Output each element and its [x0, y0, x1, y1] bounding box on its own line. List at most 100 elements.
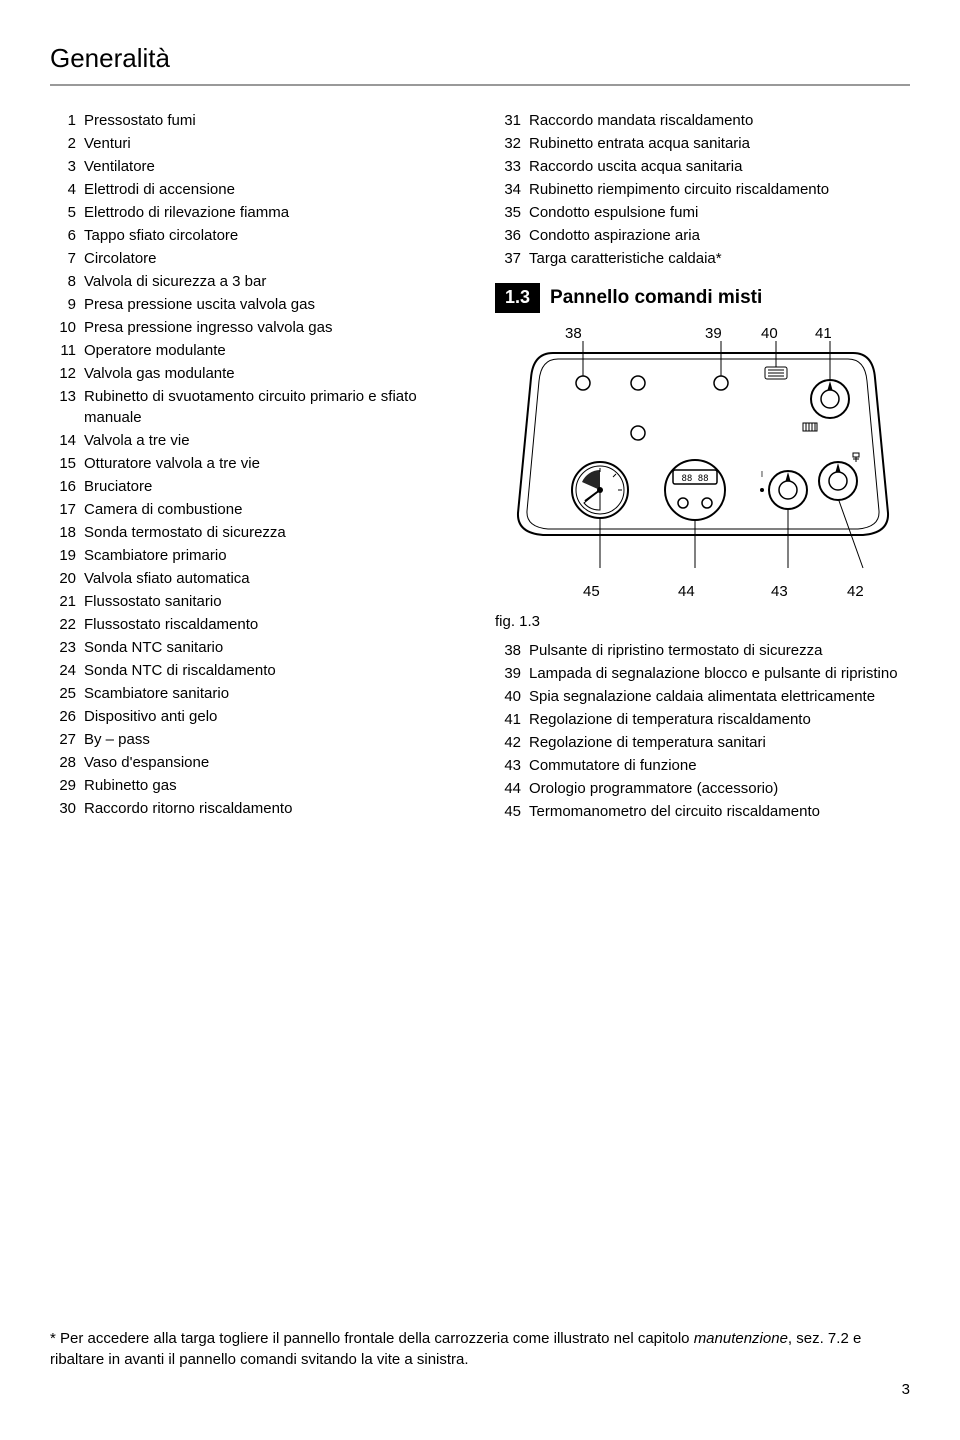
list-item-number: 39 — [495, 663, 529, 684]
list-item-number: 23 — [50, 637, 84, 658]
list-item-number: 26 — [50, 706, 84, 727]
list-item: 14Valvola a tre vie — [50, 430, 465, 451]
list-item: 8Valvola di sicurezza a 3 bar — [50, 271, 465, 292]
list-item-text: Orologio programmatore (accessorio) — [529, 778, 910, 799]
list-item-text: Rubinetto entrata acqua sanitaria — [529, 133, 910, 154]
list-item-text: Scambiatore primario — [84, 545, 465, 566]
list-item: 29Rubinetto gas — [50, 775, 465, 796]
callout-43: 43 — [771, 581, 788, 602]
list-item-text: Vaso d'espansione — [84, 752, 465, 773]
list-item: 39Lampada di segnalazione blocco e pulsa… — [495, 663, 910, 684]
section-title: Pannello comandi misti — [550, 285, 762, 312]
knob-42-icon — [819, 462, 857, 500]
list-item-text: Circolatore — [84, 248, 465, 269]
list-item: 28Vaso d'espansione — [50, 752, 465, 773]
list-item-number: 41 — [495, 709, 529, 730]
list-item-number: 31 — [495, 110, 529, 131]
svg-text:I: I — [760, 470, 762, 479]
list-item-text: Bruciatore — [84, 476, 465, 497]
list-item-number: 38 — [495, 640, 529, 661]
list-item-text: Pressostato fumi — [84, 110, 465, 131]
page-number: 3 — [902, 1379, 910, 1400]
content-columns: 1Pressostato fumi2Venturi3Ventilatore4El… — [50, 110, 910, 823]
list-item-number: 4 — [50, 179, 84, 200]
list-item-text: Valvola gas modulante — [84, 363, 465, 384]
callout-39: 39 — [705, 323, 722, 344]
list-item-text: Lampada di segnalazione blocco e pulsant… — [529, 663, 910, 684]
list-item-text: Raccordo ritorno riscaldamento — [84, 798, 465, 819]
callout-38: 38 — [565, 323, 582, 344]
list-item-number: 30 — [50, 798, 84, 819]
list-item: 31Raccordo mandata riscaldamento — [495, 110, 910, 131]
list-item: 45Termomanometro del circuito riscaldame… — [495, 801, 910, 822]
list-item-number: 28 — [50, 752, 84, 773]
list-item-number: 15 — [50, 453, 84, 474]
panel-svg: 88 88 I — [503, 323, 903, 573]
knob-43-icon: I — [760, 470, 807, 509]
list-item-number: 43 — [495, 755, 529, 776]
list-item-number: 24 — [50, 660, 84, 681]
list-item: 33Raccordo uscita acqua sanitaria — [495, 156, 910, 177]
list-item-number: 8 — [50, 271, 84, 292]
list-item: 4Elettrodi di accensione — [50, 179, 465, 200]
list-item-text: Condotto espulsione fumi — [529, 202, 910, 223]
list-item-number: 25 — [50, 683, 84, 704]
list-item-text: Camera di combustione — [84, 499, 465, 520]
radiator-icon — [803, 423, 817, 431]
list-item-number: 14 — [50, 430, 84, 451]
list-item: 5Elettrodo di rilevazione fiamma — [50, 202, 465, 223]
list-item: 24Sonda NTC di riscaldamento — [50, 660, 465, 681]
list-item: 13Rubinetto di svuotamento circuito prim… — [50, 386, 465, 428]
list-item-number: 12 — [50, 363, 84, 384]
list-item: 23Sonda NTC sanitario — [50, 637, 465, 658]
list-item-number: 37 — [495, 248, 529, 269]
list-item-text: Sonda NTC di riscaldamento — [84, 660, 465, 681]
list-item-text: Scambiatore sanitario — [84, 683, 465, 704]
svg-text:88 88: 88 88 — [681, 474, 708, 484]
list-item: 7Circolatore — [50, 248, 465, 269]
list-item: 38Pulsante di ripristino termostato di s… — [495, 640, 910, 661]
list-item-text: Flussostato sanitario — [84, 591, 465, 612]
list-item-text: Rubinetto gas — [84, 775, 465, 796]
list-item: 37Targa caratteristiche caldaia* — [495, 248, 910, 269]
figure-caption: fig. 1.3 — [495, 611, 910, 632]
list-item-text: Valvola a tre vie — [84, 430, 465, 451]
list-item: 34Rubinetto riempimento circuito riscald… — [495, 179, 910, 200]
list-item: 19Scambiatore primario — [50, 545, 465, 566]
list-item: 44Orologio programmatore (accessorio) — [495, 778, 910, 799]
list-item: 22Flussostato riscaldamento — [50, 614, 465, 635]
list-item-text: Tappo sfiato circolatore — [84, 225, 465, 246]
list-item-text: Sonda termostato di sicurezza — [84, 522, 465, 543]
list-item: 36Condotto aspirazione aria — [495, 225, 910, 246]
list-item-number: 45 — [495, 801, 529, 822]
list-item-text: Dispositivo anti gelo — [84, 706, 465, 727]
list-item: 27By – pass — [50, 729, 465, 750]
right-column: 31Raccordo mandata riscaldamento32Rubine… — [495, 110, 910, 823]
section-number-box: 1.3 — [495, 283, 540, 312]
list-item: 30Raccordo ritorno riscaldamento — [50, 798, 465, 819]
footnote-text-a: * Per accedere alla targa togliere il pa… — [50, 1330, 694, 1347]
list-item: 12Valvola gas modulante — [50, 363, 465, 384]
list-item: 41Regolazione di temperatura riscaldamen… — [495, 709, 910, 730]
list-item: 1Pressostato fumi — [50, 110, 465, 131]
list-item-text: Venturi — [84, 133, 465, 154]
list-item-text: Rubinetto di svuotamento circuito primar… — [84, 386, 465, 428]
left-column: 1Pressostato fumi2Venturi3Ventilatore4El… — [50, 110, 465, 823]
list-item: 11Operatore modulante — [50, 340, 465, 361]
list-item-number: 34 — [495, 179, 529, 200]
page-title: Generalità — [50, 40, 910, 86]
list-item-number: 17 — [50, 499, 84, 520]
list-item-text: Valvola di sicurezza a 3 bar — [84, 271, 465, 292]
gauge-45-icon — [572, 462, 628, 518]
list-item-text: Rubinetto riempimento circuito riscaldam… — [529, 179, 910, 200]
list-item-number: 29 — [50, 775, 84, 796]
callout-40: 40 — [761, 323, 778, 344]
list-item: 9Presa pressione uscita valvola gas — [50, 294, 465, 315]
list-item-number: 40 — [495, 686, 529, 707]
list-item: 40Spia segnalazione caldaia alimentata e… — [495, 686, 910, 707]
list-item: 25Scambiatore sanitario — [50, 683, 465, 704]
list-item: 15Otturatore valvola a tre vie — [50, 453, 465, 474]
list-item-text: Pulsante di ripristino termostato di sic… — [529, 640, 910, 661]
list-item-text: Flussostato riscaldamento — [84, 614, 465, 635]
list-item-text: Targa caratteristiche caldaia* — [529, 248, 910, 269]
